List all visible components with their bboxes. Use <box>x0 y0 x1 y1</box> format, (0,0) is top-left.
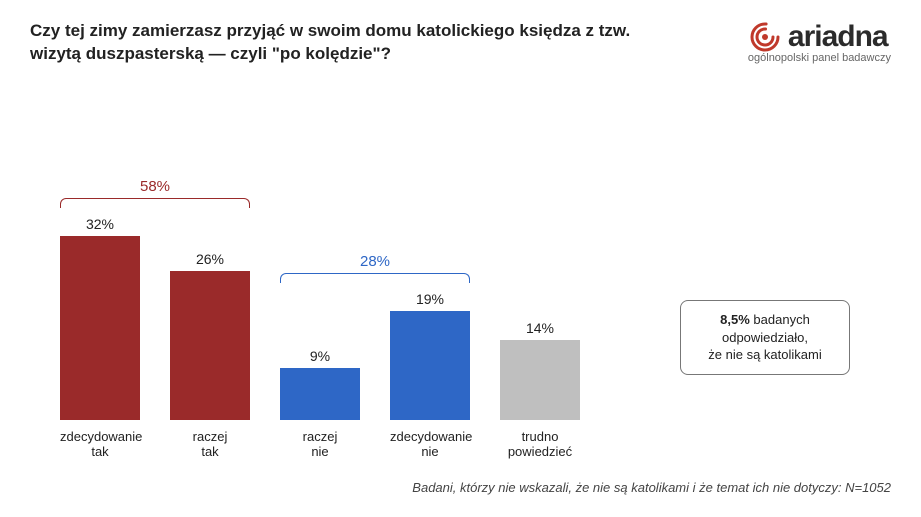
ariadna-spiral-icon <box>748 20 782 54</box>
group-bracket <box>60 198 250 208</box>
bar-chart: 32% 26% 9% 19% 14% zdecydowanie tak raczej ta… <box>60 160 640 460</box>
bar-rect <box>170 271 250 421</box>
bars-row: 32% 26% 9% 19% 14% <box>60 190 640 420</box>
group-bracket <box>280 273 470 283</box>
bar-cell: 32% <box>60 216 140 420</box>
logo-row: ariadna <box>748 20 888 54</box>
footnote: Badani, którzy nie wskazali, że nie są k… <box>412 480 891 495</box>
axis-label: zdecydowanie tak <box>60 429 140 460</box>
bar-cell: 19% <box>390 291 470 420</box>
side-note-box: 8,5% badanych odpowiedziało, że nie są k… <box>680 300 850 375</box>
header: Czy tej zimy zamierzasz przyjąć w swoim … <box>30 20 891 66</box>
logo: ariadna ogólnopolski panel badawczy <box>748 20 891 64</box>
logo-brand-text: ariadna <box>788 20 888 54</box>
bar-rect <box>280 368 360 420</box>
bar-cell: 14% <box>500 320 580 421</box>
bar-rect <box>60 236 140 420</box>
bar-cell: 9% <box>280 348 360 420</box>
bar-rect <box>390 311 470 420</box>
axis-label: trudno powiedzieć <box>500 429 580 460</box>
axis-label: raczej nie <box>280 429 360 460</box>
axis-label: zdecydowanie nie <box>390 429 470 460</box>
bar-value-label: 32% <box>86 216 114 232</box>
group-bracket-label: 28% <box>280 253 470 270</box>
bar-value-label: 19% <box>416 291 444 307</box>
page-title: Czy tej zimy zamierzasz przyjąć w swoim … <box>30 20 670 66</box>
group-bracket-label: 58% <box>60 178 250 195</box>
bar-value-label: 9% <box>310 348 330 364</box>
note-bold: 8,5% <box>720 312 750 327</box>
axis-labels: zdecydowanie tak raczej tak raczej nie zdec… <box>60 429 640 460</box>
logo-subtitle: ogólnopolski panel badawczy <box>748 52 891 64</box>
bar-value-label: 14% <box>526 320 554 336</box>
bar-cell: 26% <box>170 251 250 421</box>
bar-rect <box>500 340 580 421</box>
axis-label: raczej tak <box>170 429 250 460</box>
bar-value-label: 26% <box>196 251 224 267</box>
